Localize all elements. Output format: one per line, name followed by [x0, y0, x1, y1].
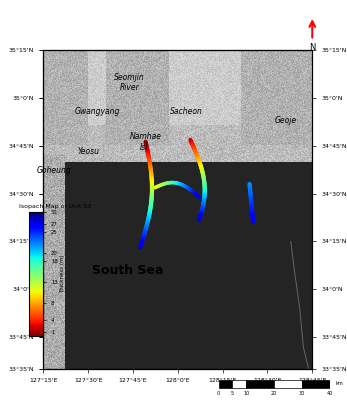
Text: km: km [335, 381, 343, 386]
Text: Isopach Map of Unit S3: Isopach Map of Unit S3 [19, 203, 92, 209]
Text: 30: 30 [299, 391, 305, 396]
Bar [274, 380, 302, 388]
Text: Gwangyang: Gwangyang [75, 107, 120, 116]
Text: 20: 20 [271, 391, 277, 396]
Text: South Sea: South Sea [92, 264, 163, 277]
Text: 40: 40 [327, 391, 333, 396]
Text: Seomjin
River: Seomjin River [114, 73, 145, 92]
Bar [219, 380, 232, 388]
Text: 10: 10 [243, 391, 249, 396]
Y-axis label: Thickness (m): Thickness (m) [60, 254, 66, 293]
Text: Sacheon: Sacheon [170, 107, 203, 116]
Bar [246, 380, 274, 388]
Text: Geoje: Geoje [274, 116, 296, 125]
Text: 5: 5 [231, 391, 234, 396]
Text: N: N [309, 44, 315, 52]
Bar [302, 380, 330, 388]
Text: Yeosu: Yeosu [77, 147, 99, 156]
Text: Goheung: Goheung [37, 166, 71, 175]
Bar [232, 380, 246, 388]
Text: Namhae
Isl.: Namhae Isl. [129, 132, 162, 151]
Text: 0: 0 [217, 391, 220, 396]
